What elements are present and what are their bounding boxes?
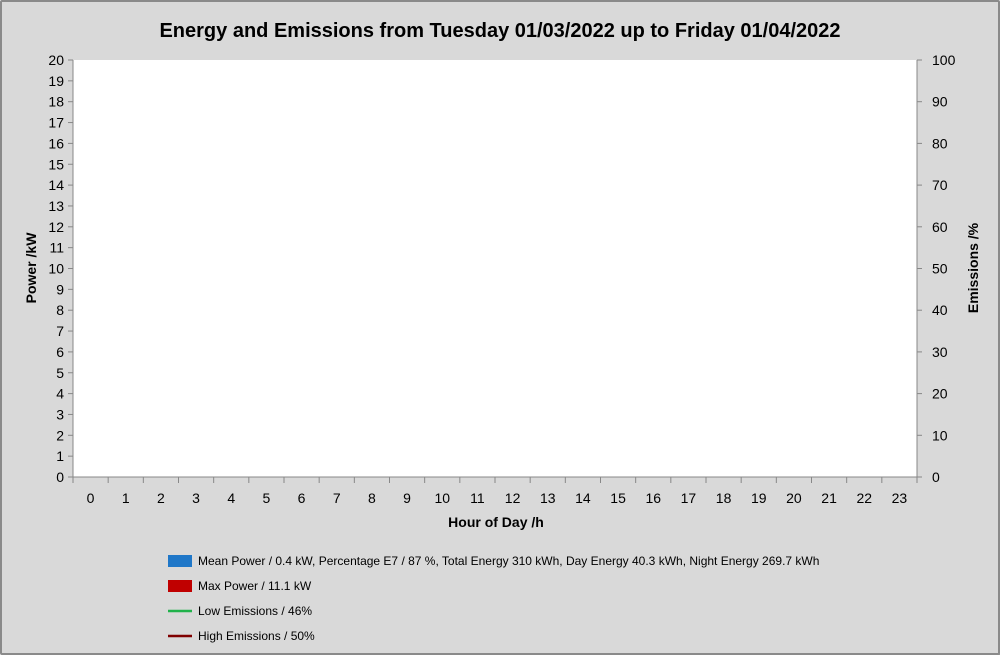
y-tick-label: 4 — [56, 386, 64, 402]
x-tick-label: 18 — [716, 490, 732, 506]
x-tick-label: 11 — [470, 490, 485, 506]
y-tick-label: 13 — [48, 198, 64, 214]
x-tick-label: 22 — [856, 490, 872, 506]
y-tick-label: 1 — [56, 448, 64, 464]
x-tick-label: 7 — [333, 490, 341, 506]
x-tick-label: 20 — [786, 490, 802, 506]
y-tick-label: 16 — [48, 135, 64, 151]
legend-swatch — [168, 555, 192, 567]
y2-tick-label: 40 — [932, 302, 948, 318]
legend-label: Max Power / 11.1 kW — [198, 579, 312, 593]
x-tick-label: 9 — [403, 490, 411, 506]
y-tick-label: 14 — [48, 177, 64, 193]
y2-tick-label: 90 — [932, 94, 948, 110]
y-tick-label: 20 — [48, 52, 64, 68]
y-tick-label: 15 — [48, 156, 64, 172]
x-axis-title: Hour of Day /h — [448, 514, 544, 530]
y2-tick-label: 30 — [932, 344, 948, 360]
y-tick-label: 3 — [56, 406, 64, 422]
y2-tick-label: 100 — [932, 52, 956, 68]
legend-label: Low Emissions / 46% — [198, 604, 312, 618]
x-tick-label: 21 — [821, 490, 837, 506]
y2-axis-title: Emissions /% — [965, 222, 981, 313]
y2-tick-label: 70 — [932, 177, 948, 193]
x-tick-label: 2 — [157, 490, 165, 506]
y2-tick-label: 0 — [932, 469, 940, 485]
chart-title: Energy and Emissions from Tuesday 01/03/… — [159, 20, 840, 42]
y2-tick-label: 60 — [932, 219, 948, 235]
y-axis-title: Power /kW — [23, 232, 39, 304]
plot-area — [73, 60, 917, 477]
y-tick-label: 2 — [56, 427, 64, 443]
y-tick-label: 9 — [56, 281, 64, 297]
y-tick-label: 7 — [56, 323, 64, 339]
x-tick-label: 17 — [681, 490, 697, 506]
x-tick-label: 10 — [434, 490, 450, 506]
y-tick-label: 6 — [56, 344, 64, 360]
y-tick-label: 12 — [48, 219, 64, 235]
x-tick-label: 15 — [610, 490, 626, 506]
axes-layer: 0123456789101112131415161718192001020304… — [48, 52, 955, 506]
x-tick-label: 1 — [122, 490, 130, 506]
x-tick-label: 13 — [540, 490, 556, 506]
x-tick-label: 19 — [751, 490, 767, 506]
y-tick-label: 18 — [48, 94, 64, 110]
x-tick-label: 14 — [575, 490, 591, 506]
y-tick-label: 17 — [48, 115, 64, 131]
y-tick-label: 10 — [48, 261, 64, 277]
x-tick-label: 6 — [298, 490, 306, 506]
x-tick-label: 8 — [368, 490, 376, 506]
y-tick-label: 5 — [56, 365, 64, 381]
y2-tick-label: 20 — [932, 386, 948, 402]
y-tick-label: 0 — [56, 469, 64, 485]
y2-tick-label: 50 — [932, 261, 948, 277]
legend-swatch — [168, 580, 192, 592]
x-tick-label: 5 — [263, 490, 271, 506]
legend-label: High Emissions / 50% — [198, 629, 315, 643]
x-tick-label: 23 — [892, 490, 908, 506]
x-tick-label: 16 — [645, 490, 661, 506]
y-tick-label: 19 — [48, 73, 64, 89]
x-tick-label: 0 — [87, 490, 95, 506]
x-tick-label: 4 — [227, 490, 235, 506]
y-tick-label: 8 — [56, 302, 64, 318]
y2-tick-label: 80 — [932, 135, 948, 151]
legend: Mean Power / 0.4 kW, Percentage E7 / 87 … — [168, 554, 819, 643]
y-tick-label: 11 — [49, 240, 64, 256]
legend-label: Mean Power / 0.4 kW, Percentage E7 / 87 … — [198, 554, 819, 568]
y2-tick-label: 10 — [932, 427, 948, 443]
x-tick-label: 3 — [192, 490, 200, 506]
x-tick-label: 12 — [505, 490, 521, 506]
